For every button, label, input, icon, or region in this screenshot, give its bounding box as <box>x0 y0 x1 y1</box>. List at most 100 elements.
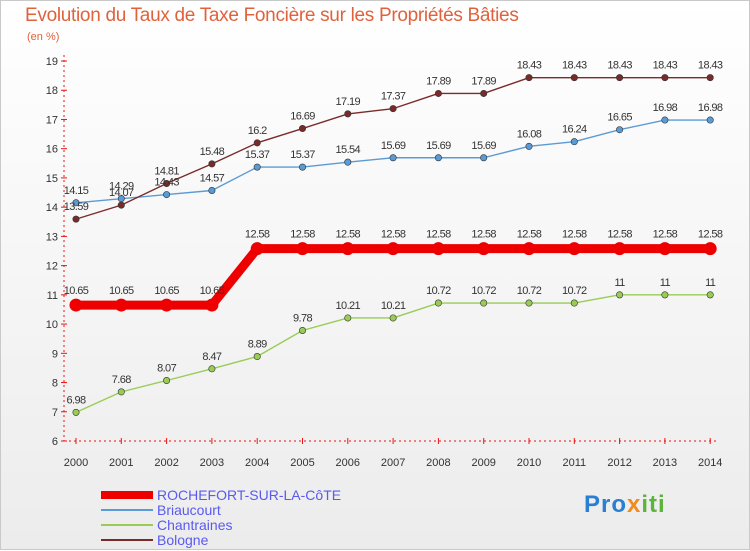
data-point-bologne <box>525 74 533 82</box>
x-tick-label: 2001 <box>109 457 133 469</box>
data-point-chantraines <box>344 314 352 322</box>
x-tick-label: 2014 <box>698 457 722 469</box>
legend-label-chantraines: Chantraines <box>157 517 233 533</box>
data-label-chantraines: 9.78 <box>293 313 312 325</box>
data-point-bologne <box>117 201 125 209</box>
data-point-rochefort-sur-la-c-te <box>567 242 581 256</box>
x-tick-label: 2006 <box>336 457 360 469</box>
x-tick-label: 2000 <box>64 457 88 469</box>
x-tick-label: 2007 <box>381 457 405 469</box>
data-label-rochefort-sur-la-c-te: 12.58 <box>336 229 361 241</box>
data-point-chantraines <box>117 388 125 396</box>
data-label-chantraines: 6.98 <box>66 394 85 406</box>
data-label-bologne: 18.43 <box>562 60 587 72</box>
data-point-rochefort-sur-la-c-te <box>431 242 445 256</box>
data-point-rochefort-sur-la-c-te <box>386 242 400 256</box>
x-tick-label: 2011 <box>562 457 586 469</box>
data-label-briaucourt: 14.15 <box>64 185 89 197</box>
proxiti-logo: Proxiti <box>584 491 666 519</box>
data-point-bologne <box>616 74 624 82</box>
data-point-bologne <box>163 179 171 187</box>
data-label-briaucourt: 16.98 <box>653 102 678 114</box>
data-label-chantraines: 10.72 <box>562 285 587 297</box>
y-tick-label: 18 <box>46 85 58 97</box>
data-point-briaucourt <box>706 116 714 124</box>
data-point-rochefort-sur-la-c-te <box>613 242 627 256</box>
data-label-rochefort-sur-la-c-te: 10.65 <box>64 285 89 297</box>
legend-swatch-chantraines <box>101 524 153 526</box>
y-tick-label: 7 <box>52 407 58 419</box>
data-point-briaucourt <box>434 154 442 162</box>
y-tick-label: 10 <box>46 319 58 331</box>
data-label-rochefort-sur-la-c-te: 12.58 <box>426 229 451 241</box>
data-label-bologne: 15.48 <box>200 146 225 158</box>
data-label-briaucourt: 15.69 <box>381 140 406 152</box>
x-tick-label: 2010 <box>517 457 541 469</box>
data-point-chantraines <box>661 291 669 299</box>
data-point-chantraines <box>208 365 216 373</box>
x-tick-label: 2002 <box>154 457 178 469</box>
data-point-chantraines <box>298 327 306 335</box>
data-point-briaucourt <box>298 163 306 171</box>
data-point-chantraines <box>72 408 80 416</box>
data-point-rochefort-sur-la-c-te <box>296 242 309 256</box>
data-label-chantraines: 8.07 <box>157 362 176 374</box>
data-point-rochefort-sur-la-c-te <box>522 242 536 256</box>
data-label-chantraines: 11 <box>705 277 716 289</box>
data-point-chantraines <box>525 299 533 307</box>
data-point-briaucourt <box>525 142 533 150</box>
legend-swatch-bologne <box>101 539 153 541</box>
y-tick-label: 17 <box>46 114 58 126</box>
data-label-bologne: 17.19 <box>336 96 361 108</box>
data-point-chantraines <box>616 291 624 299</box>
data-label-rochefort-sur-la-c-te: 10.65 <box>109 285 134 297</box>
data-point-briaucourt <box>616 126 624 134</box>
data-label-briaucourt: 15.69 <box>426 140 451 152</box>
data-point-bologne <box>706 74 714 82</box>
data-label-bologne: 18.43 <box>607 60 632 72</box>
y-tick-label: 6 <box>52 436 58 448</box>
data-label-bologne: 18.43 <box>517 60 542 72</box>
data-point-rochefort-sur-la-c-te <box>69 298 83 312</box>
data-label-rochefort-sur-la-c-te: 10.65 <box>200 285 225 297</box>
data-point-briaucourt <box>661 116 669 124</box>
data-point-bologne <box>344 110 352 118</box>
data-label-rochefort-sur-la-c-te: 12.58 <box>381 229 406 241</box>
data-point-bologne <box>480 89 488 97</box>
data-label-chantraines: 8.89 <box>248 339 267 351</box>
data-label-briaucourt: 16.24 <box>562 124 587 136</box>
data-point-bologne <box>434 89 442 97</box>
series-line-chantraines <box>75 294 711 414</box>
data-point-briaucourt <box>208 186 216 194</box>
data-point-rochefort-sur-la-c-te <box>341 242 355 256</box>
data-point-bologne <box>208 160 216 168</box>
y-tick-label: 8 <box>52 378 58 390</box>
logo-part-3: iti <box>641 491 666 518</box>
x-tick-label: 2004 <box>245 457 269 469</box>
data-point-briaucourt <box>253 163 261 171</box>
data-label-briaucourt: 14.57 <box>200 172 225 184</box>
data-label-bologne: 16.69 <box>290 111 315 123</box>
data-label-briaucourt: 15.37 <box>245 149 270 161</box>
data-point-briaucourt <box>389 154 397 162</box>
data-label-chantraines: 11 <box>614 277 625 289</box>
data-label-bologne: 17.89 <box>426 75 451 87</box>
chart-title: Evolution du Taux de Taxe Foncière sur l… <box>25 5 519 26</box>
data-label-rochefort-sur-la-c-te: 12.58 <box>245 229 270 241</box>
data-label-rochefort-sur-la-c-te: 12.58 <box>653 229 678 241</box>
data-point-briaucourt <box>570 138 578 146</box>
data-point-chantraines <box>389 314 397 322</box>
logo-part-2: x <box>627 491 642 518</box>
data-label-briaucourt: 16.08 <box>517 128 542 140</box>
data-point-chantraines <box>253 353 261 361</box>
data-point-bologne <box>253 139 261 147</box>
data-label-rochefort-sur-la-c-te: 12.58 <box>607 229 632 241</box>
data-label-rochefort-sur-la-c-te: 10.65 <box>154 285 179 297</box>
data-point-rochefort-sur-la-c-te <box>114 298 128 312</box>
x-tick-label: 2008 <box>426 457 450 469</box>
data-label-briaucourt: 15.69 <box>471 140 496 152</box>
data-label-chantraines: 10.72 <box>517 285 542 297</box>
data-label-briaucourt: 14.43 <box>154 177 179 189</box>
x-tick-label: 2009 <box>471 457 495 469</box>
